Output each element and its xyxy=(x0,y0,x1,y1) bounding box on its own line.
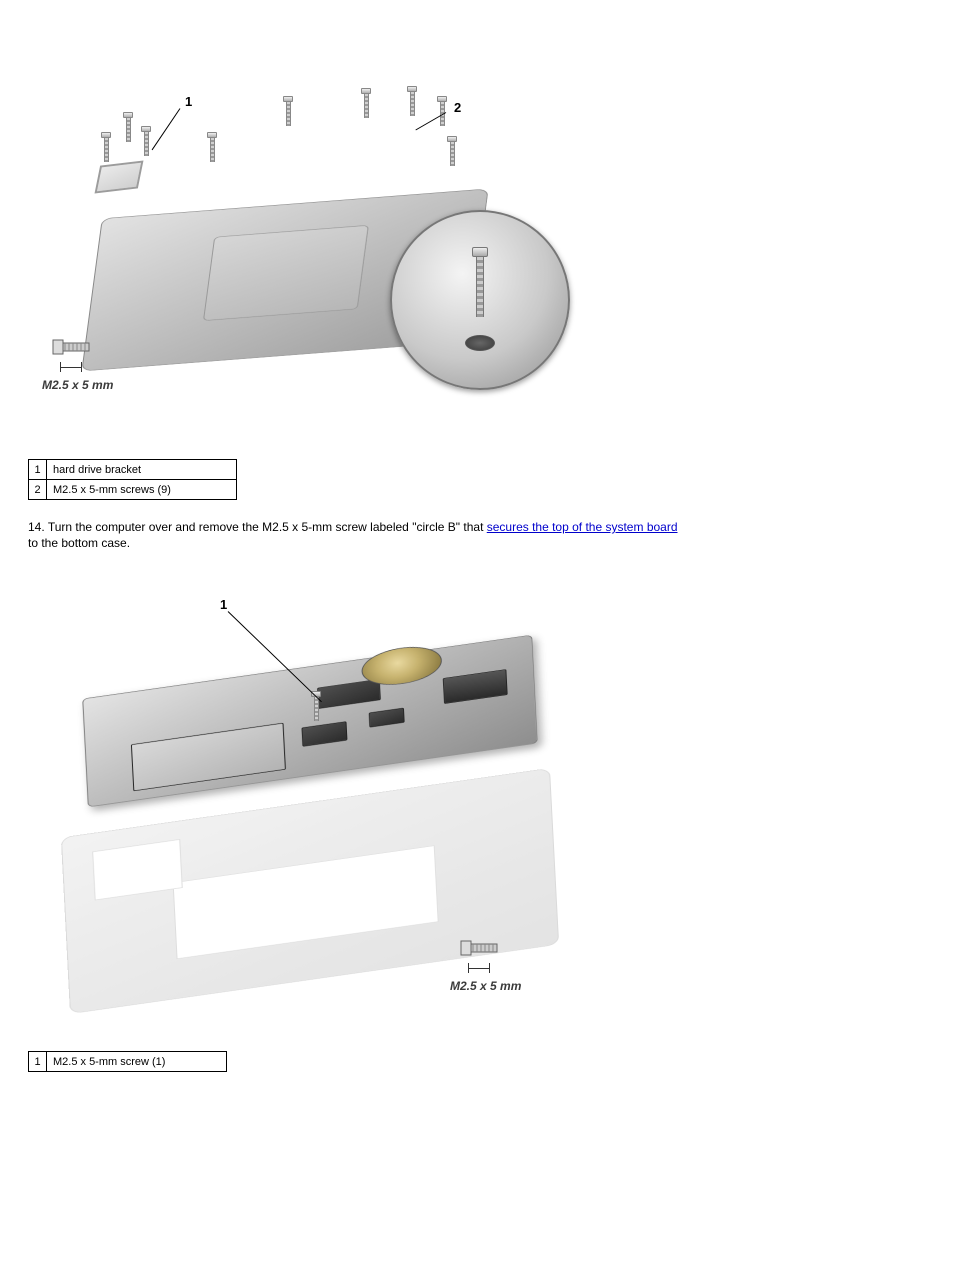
callout-label-cell: hard drive bracket xyxy=(47,460,237,480)
table-row: 1 hard drive bracket xyxy=(29,460,237,480)
step-14-text: 14. Turn the computer over and remove th… xyxy=(28,520,678,551)
callout-label-cell: M2.5 x 5-mm screws (9) xyxy=(47,480,237,500)
figure-1-callout-table: 1 hard drive bracket 2 M2.5 x 5-mm screw… xyxy=(28,459,237,500)
step-number: 14. xyxy=(28,520,45,534)
magnified-screw-icon xyxy=(475,247,485,317)
screw-icon xyxy=(124,112,132,142)
screw-icon xyxy=(142,126,150,156)
callout-num-cell: 1 xyxy=(29,1052,47,1072)
hard-drive-bracket xyxy=(95,161,144,194)
magnifier-inset xyxy=(390,210,570,390)
screw-spec-icon xyxy=(52,336,92,358)
screw-icon xyxy=(362,88,370,118)
step-text-after: to the bottom case. xyxy=(28,536,130,550)
figure-2-callout-table: 1 M2.5 x 5-mm screw (1) xyxy=(28,1051,227,1072)
screw-spec-label: M2.5 x 5 mm xyxy=(450,979,521,993)
table-row: 2 M2.5 x 5-mm screws (9) xyxy=(29,480,237,500)
screw-icon xyxy=(438,96,446,126)
callout-number: 2 xyxy=(454,100,461,115)
callout-leader xyxy=(152,108,181,150)
callout-label-cell: M2.5 x 5-mm screw (1) xyxy=(47,1052,227,1072)
screw-spec-icon xyxy=(460,937,500,959)
step-text-before: Turn the computer over and remove the M2… xyxy=(48,520,487,534)
fan-icon xyxy=(361,642,444,690)
figure-1: 1 2 M2.5 x 5 mm xyxy=(40,40,560,435)
table-row: 1 M2.5 x 5-mm screw (1) xyxy=(29,1052,227,1072)
callout-number: 1 xyxy=(220,597,227,612)
screw-spec-label: M2.5 x 5 mm xyxy=(42,378,113,392)
screw-icon xyxy=(448,136,456,166)
screw-icon xyxy=(284,96,292,126)
dimension-bracket-icon xyxy=(468,963,490,975)
callout-number: 1 xyxy=(185,94,192,109)
step-link[interactable]: secures the top of the system board xyxy=(487,520,678,534)
callout-num-cell: 2 xyxy=(29,480,47,500)
dimension-bracket-icon xyxy=(60,362,82,374)
screw-hole-icon xyxy=(465,335,495,351)
screw-icon xyxy=(208,132,216,162)
bottom-case-ghost xyxy=(61,768,559,1014)
screw-icon xyxy=(408,86,416,116)
figure-2: 1 M2.5 x 5 mm xyxy=(40,581,580,1031)
screw-icon xyxy=(102,132,110,162)
callout-num-cell: 1 xyxy=(29,460,47,480)
